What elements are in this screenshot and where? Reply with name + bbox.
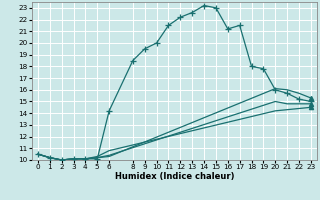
X-axis label: Humidex (Indice chaleur): Humidex (Indice chaleur): [115, 172, 234, 181]
